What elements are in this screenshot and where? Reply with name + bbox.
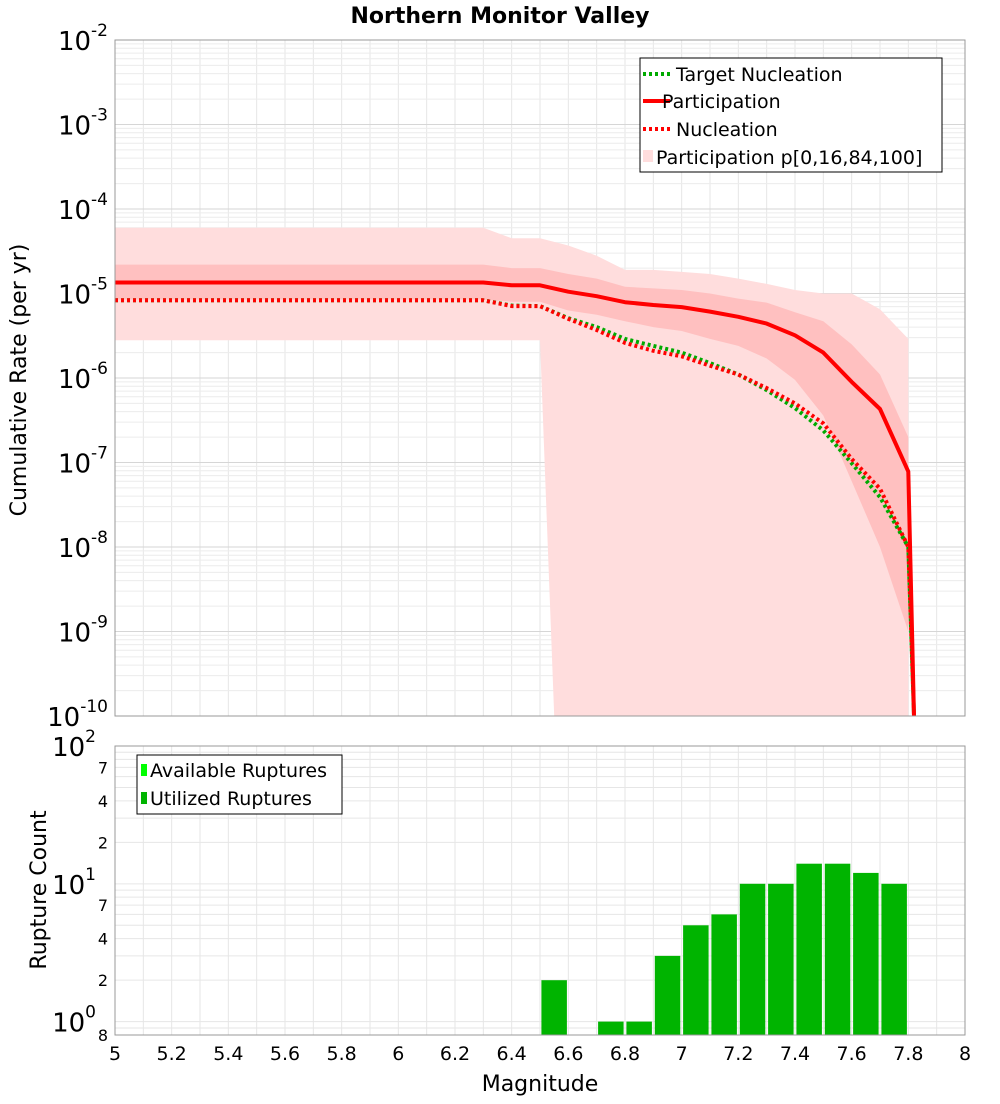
y-tick-label: 10-8 (58, 528, 108, 564)
bottom-grid (114, 746, 966, 1036)
x-tick-label: 7.4 (780, 1043, 810, 1065)
y-tick-label: 8 (98, 1026, 108, 1045)
x-tick-label: 6.2 (440, 1043, 470, 1065)
y-tick-label: 10-6 (58, 359, 108, 395)
x-tick-label: 7.8 (893, 1043, 923, 1065)
band-outer-p0-p100 (115, 227, 909, 716)
y-decade-label: 100 (52, 1003, 96, 1039)
bottom-legend: Available Ruptures Utilized Ruptures (136, 754, 343, 815)
y-tick-label: 10-4 (58, 190, 108, 226)
y-tick-base: 10 (58, 534, 91, 564)
legend-swatch-band (643, 150, 653, 162)
top-legend-box (639, 57, 943, 173)
x-tick-label: 6 (392, 1043, 404, 1065)
x-tick-label: 7.6 (837, 1043, 867, 1065)
y-tick-exponent: -9 (91, 613, 108, 633)
y-tick-base: 10 (58, 27, 91, 57)
y-tick-base: 10 (58, 112, 91, 142)
y-decade-base: 10 (52, 733, 85, 763)
y-tick-label: 10-7 (58, 444, 108, 480)
legend-swatch-utilized (141, 792, 147, 804)
y-tick-exponent: -6 (91, 359, 108, 379)
top-legend: Target Nucleation Participation Nucleation… (639, 57, 943, 173)
bar-utilized-ruptures (626, 1021, 652, 1035)
top-plot-frame (114, 39, 966, 717)
y-tick-label: 10-2 (58, 21, 108, 57)
y-tick-exponent: -2 (91, 21, 108, 41)
y-tick-label: 4 (98, 930, 108, 949)
y-decade-base: 10 (52, 1009, 85, 1039)
top-y-axis-label: Cumulative Rate (per yr) (7, 244, 32, 517)
y-tick-label: 7 (98, 758, 108, 777)
x-tick-label: 7.2 (723, 1043, 753, 1065)
bar-utilized-ruptures (881, 883, 907, 1035)
bar-utilized-ruptures (711, 914, 737, 1035)
bar-utilized-ruptures (853, 872, 879, 1035)
y-tick-label: 4 (98, 792, 108, 811)
x-tick-label: 5.6 (270, 1043, 300, 1065)
x-tick-label: 5.8 (327, 1043, 357, 1065)
y-tick-label: 7 (98, 896, 108, 915)
y-decade-label: 102 (52, 727, 96, 763)
bar-utilized-ruptures (598, 1021, 624, 1035)
legend-label: Participation (662, 91, 781, 113)
y-tick-label: 10-5 (58, 275, 108, 311)
series-line-participation (115, 280, 916, 717)
y-tick-base: 10 (58, 281, 91, 311)
y-tick-label: 10-10 (47, 697, 108, 733)
y-tick-exponent: -7 (91, 444, 108, 464)
x-tick-label: 6.4 (497, 1043, 527, 1065)
y-tick-base: 10 (58, 450, 91, 480)
bottom-plot-frame (114, 745, 966, 1036)
legend-label: Utilized Ruptures (150, 788, 312, 810)
bottom-y-axis-label: Rupture Count (27, 810, 52, 970)
x-tick-label: 5 (109, 1043, 121, 1065)
y-decade-exponent: 0 (85, 1003, 96, 1023)
y-decade-exponent: 2 (85, 727, 96, 747)
x-tick-label: 5.4 (213, 1043, 243, 1065)
bar-utilized-ruptures (541, 980, 567, 1035)
y-tick-exponent: -8 (91, 528, 108, 548)
y-tick-label: 2 (98, 971, 108, 990)
y-tick-label: 2 (98, 833, 108, 852)
y-tick-exponent: -5 (91, 275, 108, 295)
legend-label: Available Ruptures (150, 760, 327, 782)
y-tick-exponent: -10 (80, 697, 108, 717)
participation-band-group (115, 227, 909, 716)
x-tick-label: 6.8 (610, 1043, 640, 1065)
bar-utilized-ruptures (654, 955, 681, 1035)
y-tick-label: 10-9 (58, 613, 108, 649)
y-decade-base: 10 (52, 871, 85, 901)
bar-utilized-ruptures (739, 883, 766, 1035)
y-tick-exponent: -4 (91, 190, 108, 210)
x-tick-label: 8 (959, 1043, 971, 1065)
y-tick-label: 10-3 (58, 106, 108, 142)
legend-swatch-available (141, 764, 147, 776)
y-decade-exponent: 1 (85, 865, 96, 885)
y-tick-base: 10 (58, 365, 91, 395)
x-tick-label: 6.6 (553, 1043, 583, 1065)
y-tick-exponent: -3 (91, 106, 108, 126)
y-decade-label: 101 (52, 865, 96, 901)
bar-utilized-ruptures (768, 883, 794, 1035)
y-tick-base: 10 (58, 196, 91, 226)
bar-utilized-ruptures (824, 863, 851, 1035)
y-tick-base: 10 (47, 703, 80, 733)
series-line-nucleation (115, 298, 916, 717)
y-tick-base: 10 (58, 619, 91, 649)
legend-label: Participation p[0,16,84,100] (656, 147, 922, 169)
x-tick-label: 5.2 (157, 1043, 187, 1065)
bar-utilized-ruptures (683, 925, 709, 1035)
chart-title: Northern Monitor Valley (350, 4, 649, 29)
bar-utilized-ruptures (796, 863, 822, 1035)
x-tick-label: 7 (676, 1043, 688, 1065)
bottom-legend-box (136, 754, 343, 815)
legend-label: Nucleation (676, 119, 778, 141)
legend-label: Target Nucleation (675, 64, 843, 86)
x-axis-label: Magnitude (482, 1072, 599, 1097)
